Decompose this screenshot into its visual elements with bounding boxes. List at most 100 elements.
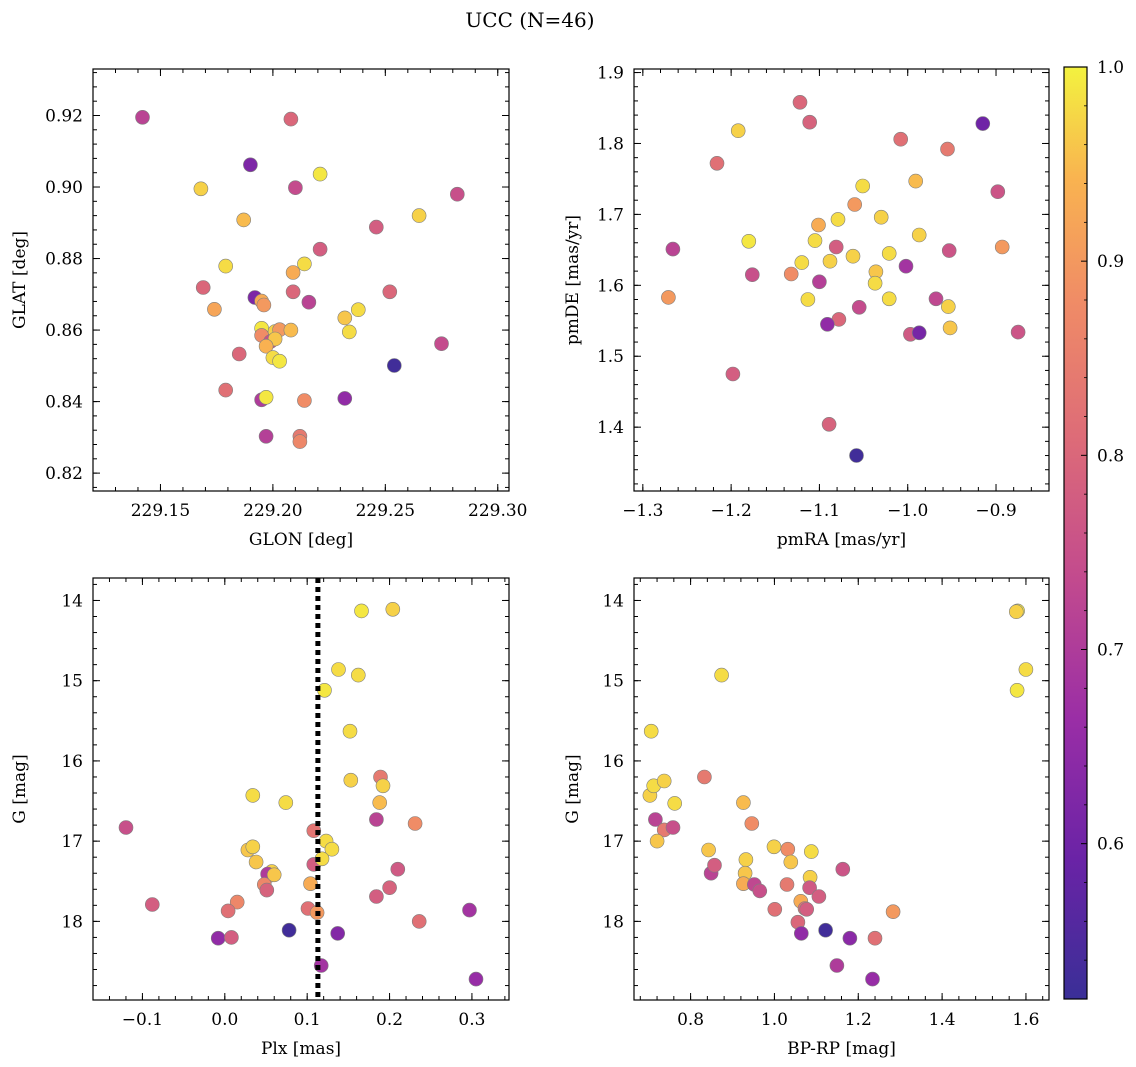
x-tick-label: 0.1 (294, 1010, 321, 1030)
scatter-point (867, 930, 883, 946)
scatter-point (845, 248, 861, 264)
scatter-point (799, 901, 815, 917)
x-tick-label: 0.2 (376, 1010, 403, 1030)
scatter-point (330, 926, 346, 941)
scatter-point (372, 795, 388, 810)
scatter-point (994, 239, 1010, 255)
scatter-point (725, 366, 741, 382)
scatter-point (667, 796, 683, 811)
scatter-point (210, 930, 226, 946)
scatter-point (867, 275, 883, 291)
scatter-point (911, 227, 927, 243)
scatter-point (278, 795, 294, 810)
scatter-point (811, 217, 826, 233)
colorbar-gradient (1063, 66, 1088, 1000)
scatter-point (324, 841, 340, 857)
scatter-point (285, 284, 301, 300)
scatter-point (730, 123, 746, 138)
scatter-point (911, 325, 927, 341)
scatter-point (803, 844, 819, 859)
scatter-point (873, 209, 889, 225)
scatter-point (793, 926, 809, 941)
scatter-point (343, 772, 359, 788)
y-tick-label: 0.88 (45, 250, 83, 270)
y-tick-label: 1.9 (597, 64, 624, 84)
scatter-point (811, 889, 827, 904)
x-axis-label: BP-RP [mag] (787, 1039, 896, 1059)
x-tick-label: 0.0 (211, 1010, 238, 1030)
panel-bprp-g: 0.8 1.0 1.2 1.4 1.6 14 15 16 17 18 BP-RP [mag] G [m… (563, 577, 1050, 1059)
points-layer (118, 578, 484, 1000)
colorbar-tick-label: 0.6 (1097, 835, 1124, 855)
x-tick-label: 229.20 (243, 501, 302, 521)
y-tick-label: 18 (61, 912, 83, 932)
scatter-point (1008, 604, 1024, 620)
scatter-point (331, 662, 346, 677)
x-tick-label: 229.25 (356, 501, 415, 521)
colorbar-tick-label: 0.8 (1097, 446, 1124, 466)
scatter-point (697, 769, 712, 785)
ticks (634, 578, 1049, 1000)
axes-frame (633, 68, 1050, 492)
scatter-point (231, 346, 247, 362)
scatter-point (821, 416, 837, 432)
scatter-point (855, 178, 871, 194)
y-tick-label: 14 (61, 591, 83, 611)
scatter-point (386, 358, 402, 373)
scatter-point (893, 131, 909, 147)
scatter-point (1009, 682, 1025, 698)
scatter-point (337, 391, 353, 406)
scatter-point (842, 930, 858, 946)
scatter-point (243, 157, 258, 173)
scatter-point (898, 258, 914, 274)
axes-frame (92, 68, 510, 492)
scatter-point (193, 181, 209, 197)
y-tick-label: 18 (602, 912, 624, 932)
scatter-point (224, 930, 239, 945)
scatter-point (342, 723, 358, 739)
panel-plx-g: −0.1 0.0 0.1 0.2 0.3 14 15 16 17 18 Plx [mas] G [ma… (10, 577, 510, 1059)
scatter-point (258, 428, 274, 444)
scatter-point (830, 212, 846, 227)
x-axis-label: GLON [deg] (249, 530, 353, 550)
scatter-point (337, 310, 353, 326)
scatter-point (258, 338, 274, 354)
y-tick-label: 15 (602, 672, 624, 692)
points-layer (642, 603, 1034, 987)
scatter-point (847, 197, 863, 212)
scatter-point (829, 958, 845, 973)
x-tick-label: −1.1 (799, 501, 840, 521)
scatter-point (368, 219, 384, 235)
scatter-point (248, 854, 264, 870)
scatter-point (411, 914, 427, 929)
y-axis-label: GLAT [deg] (10, 231, 30, 329)
colorbar-tick-label: 0.9 (1097, 252, 1124, 272)
scatter-point (707, 857, 722, 873)
axes-frame (92, 577, 510, 1001)
points-layer (661, 95, 1026, 463)
x-tick-label: 0.3 (458, 1010, 485, 1030)
scatter-point (648, 812, 663, 827)
scatter-point (807, 233, 823, 248)
x-tick-label: 229.30 (468, 501, 527, 521)
scatter-point (865, 971, 880, 987)
scatter-point (828, 239, 844, 255)
scatter-point (283, 322, 299, 338)
scatter-point (236, 212, 251, 228)
scatter-point (818, 922, 833, 938)
scatter-point (312, 166, 328, 182)
scatter-point (714, 667, 729, 683)
scatter-point (665, 241, 681, 257)
x-tick-label: 0.8 (677, 1010, 704, 1030)
scatter-point (940, 299, 956, 314)
scatter-point (145, 897, 160, 912)
y-tick-label: 17 (602, 832, 624, 852)
scatter-point (849, 448, 864, 463)
scatter-point (218, 382, 233, 398)
scatter-point (783, 266, 799, 282)
scatter-point (258, 389, 274, 405)
scatter-point (220, 903, 236, 919)
x-tick-label: −1.0 (887, 501, 928, 521)
scatter-point (314, 851, 330, 867)
